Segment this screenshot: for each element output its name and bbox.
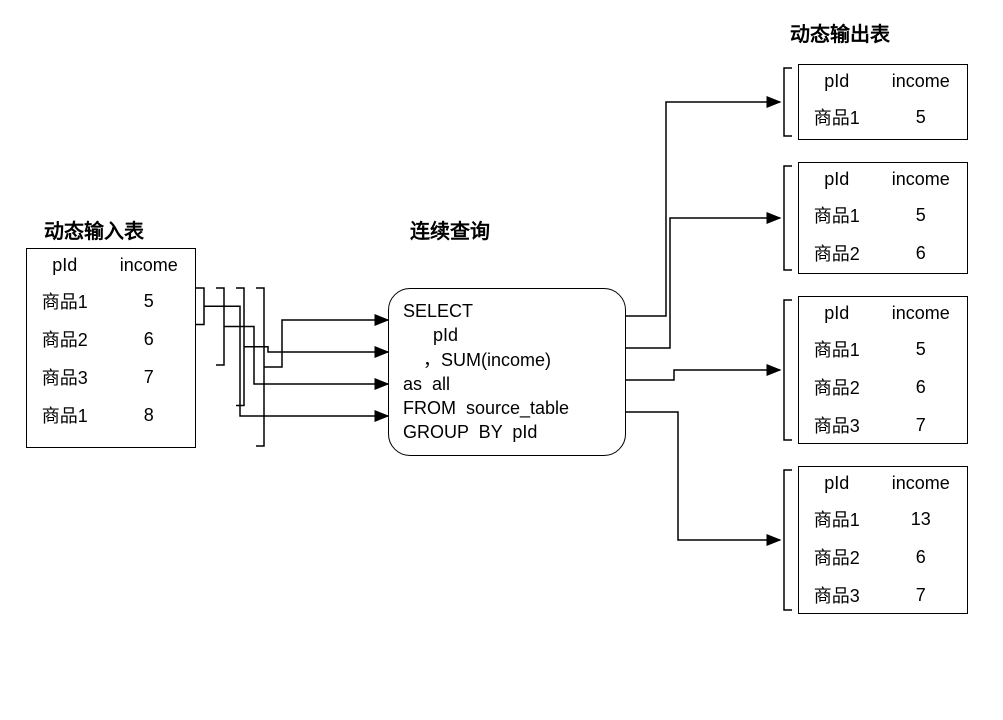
cell-pid: 商品2 (799, 538, 875, 576)
cell-pid: 商品2 (799, 234, 875, 272)
cell-income: 5 (875, 196, 967, 234)
table-row: 商品1 5 (799, 196, 967, 234)
col-pid: pId (799, 297, 875, 330)
table-row: 商品2 6 (799, 538, 967, 576)
table-row: 商品2 6 (799, 234, 967, 272)
output-table-4: pId income 商品1 13 商品2 6 商品3 7 (798, 466, 968, 614)
table-row: 商品1 8 (27, 396, 195, 434)
output-table-1: pId income 商品1 5 (798, 64, 968, 140)
input-title: 动态输入表 (44, 215, 144, 244)
cell-pid: 商品1 (799, 98, 875, 136)
table-row: 商品3 7 (27, 358, 195, 396)
input-table: pId income 商品1 5 商品2 6 商品3 7 商品1 8 (26, 248, 196, 448)
cell-income: 6 (103, 320, 195, 358)
table-header-row: pId income (27, 249, 195, 282)
cell-pid: 商品1 (799, 330, 875, 368)
cell-income: 13 (875, 500, 967, 538)
table-header-row: pId income (799, 467, 967, 500)
table-row: 商品1 5 (799, 98, 967, 136)
cell-income: 7 (103, 358, 195, 396)
output-title: 动态输出表 (790, 18, 890, 47)
col-income: income (875, 297, 967, 330)
cell-pid: 商品3 (27, 358, 103, 396)
cell-income: 6 (875, 368, 967, 406)
output-table-2: pId income 商品1 5 商品2 6 (798, 162, 968, 274)
col-income: income (103, 249, 195, 282)
cell-income: 8 (103, 396, 195, 434)
col-income: income (875, 467, 967, 500)
cell-pid: 商品1 (27, 396, 103, 434)
cell-pid: 商品1 (799, 196, 875, 234)
col-pid: pId (27, 249, 103, 282)
cell-pid: 商品1 (799, 500, 875, 538)
query-box: SELECT pId ，SUM(income) as all FROM sour… (388, 288, 626, 456)
query-title: 连续查询 (410, 215, 490, 244)
col-pid: pId (799, 467, 875, 500)
cell-income: 7 (875, 576, 967, 614)
cell-income: 5 (103, 282, 195, 320)
col-income: income (875, 65, 967, 98)
output-table-3: pId income 商品1 5 商品2 6 商品3 7 (798, 296, 968, 444)
table-row: 商品1 13 (799, 500, 967, 538)
col-pid: pId (799, 163, 875, 196)
cell-pid: 商品2 (27, 320, 103, 358)
table-header-row: pId income (799, 297, 967, 330)
table-row: 商品1 5 (799, 330, 967, 368)
col-pid: pId (799, 65, 875, 98)
table-row: 商品2 6 (799, 368, 967, 406)
cell-income: 6 (875, 538, 967, 576)
cell-pid: 商品3 (799, 576, 875, 614)
cell-income: 5 (875, 98, 967, 136)
table-header-row: pId income (799, 65, 967, 98)
cell-income: 7 (875, 406, 967, 444)
table-row: 商品1 5 (27, 282, 195, 320)
table-row: 商品3 7 (799, 406, 967, 444)
col-income: income (875, 163, 967, 196)
table-row: 商品3 7 (799, 576, 967, 614)
table-row: 商品2 6 (27, 320, 195, 358)
cell-pid: 商品3 (799, 406, 875, 444)
cell-income: 6 (875, 234, 967, 272)
cell-income: 5 (875, 330, 967, 368)
cell-pid: 商品2 (799, 368, 875, 406)
cell-pid: 商品1 (27, 282, 103, 320)
diagram-stage: 动态输入表 连续查询 动态输出表 pId income 商品1 5 商品2 6 … (0, 0, 1003, 720)
table-header-row: pId income (799, 163, 967, 196)
